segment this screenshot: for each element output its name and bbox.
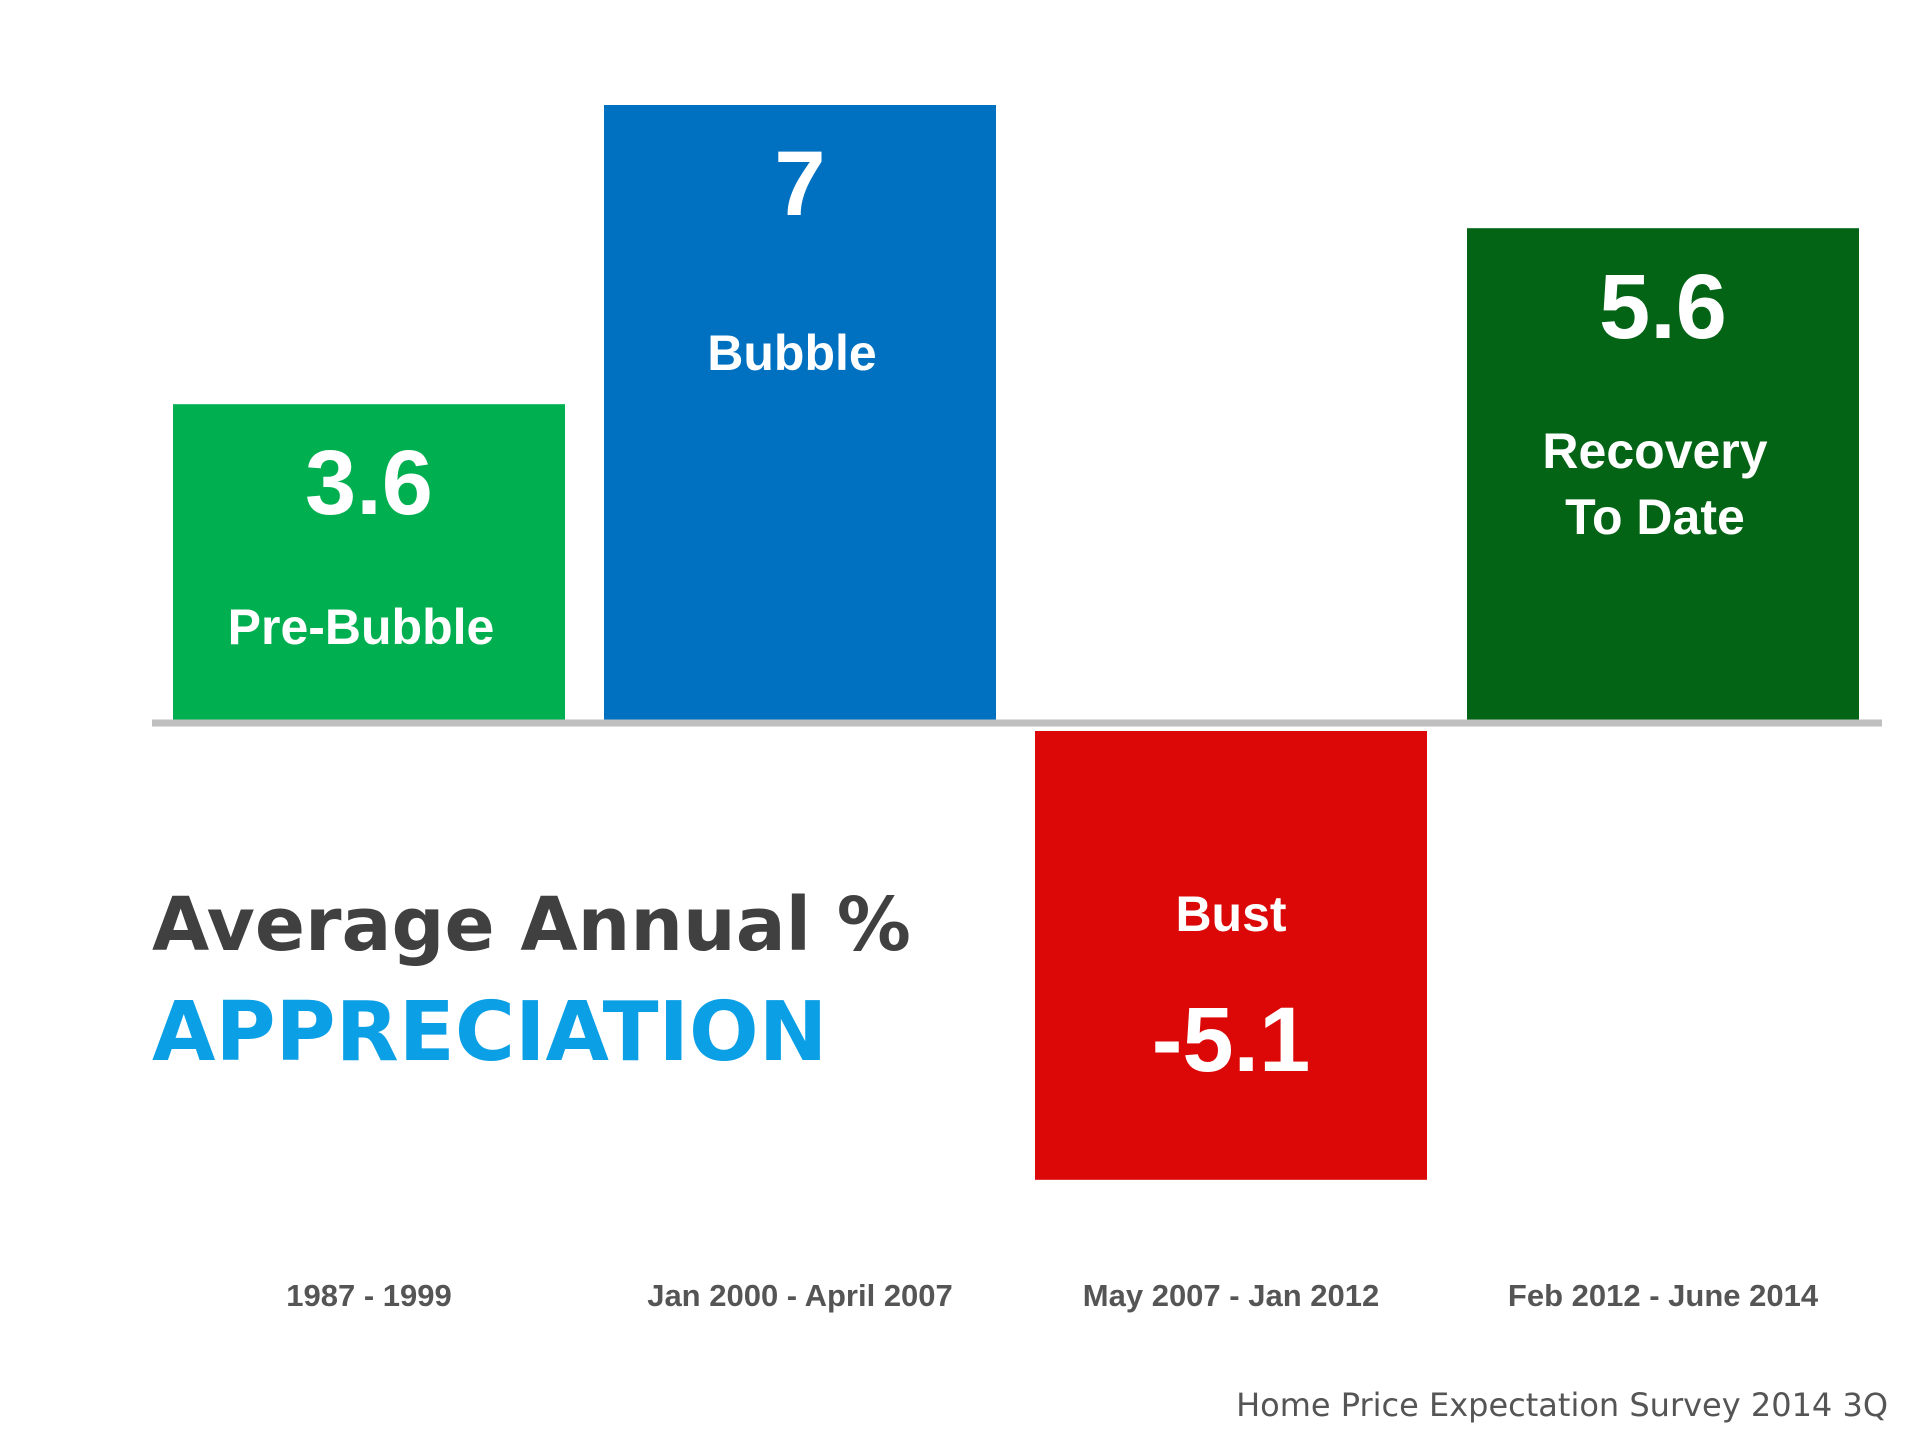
bar-value-label-1: 3.6 [305,432,433,534]
bar-category-label-4-2: To Date [1565,489,1745,545]
bars-layer [173,105,1859,1180]
bar-value-label-4: 5.6 [1599,256,1727,358]
bar-value-label-3: -5.1 [1152,989,1311,1091]
chart-title-line1: Average Annual % [152,882,911,968]
period-tick-label-4: Feb 2012 - June 2014 [1508,1278,1819,1313]
bar-value-label-2: 7 [774,133,825,235]
bar-4 [1467,228,1859,721]
bar-3 [1035,731,1427,1180]
bar-category-label-2-1: Bubble [707,325,876,381]
bar-1 [173,404,565,721]
period-tick-label-3: May 2007 - Jan 2012 [1083,1278,1379,1313]
bar-category-label-4-1: Recovery [1542,423,1767,479]
bar-2 [604,105,996,721]
period-tick-label-1: 1987 - 1999 [286,1278,451,1313]
bar-category-label-1-1: Pre-Bubble [228,599,495,655]
source-note: Home Price Expectation Survey 2014 3Q [1236,1386,1888,1424]
bar-category-label-3-1: Bust [1175,886,1286,942]
chart-title-line2: APPRECIATION [152,985,827,1080]
labels-layer: 3.6 Pre-Bubble 1987 - 1999 7 Bubble Jan 2000 … [228,133,1819,1313]
period-tick-label-2: Jan 2000 - April 2007 [647,1278,953,1313]
